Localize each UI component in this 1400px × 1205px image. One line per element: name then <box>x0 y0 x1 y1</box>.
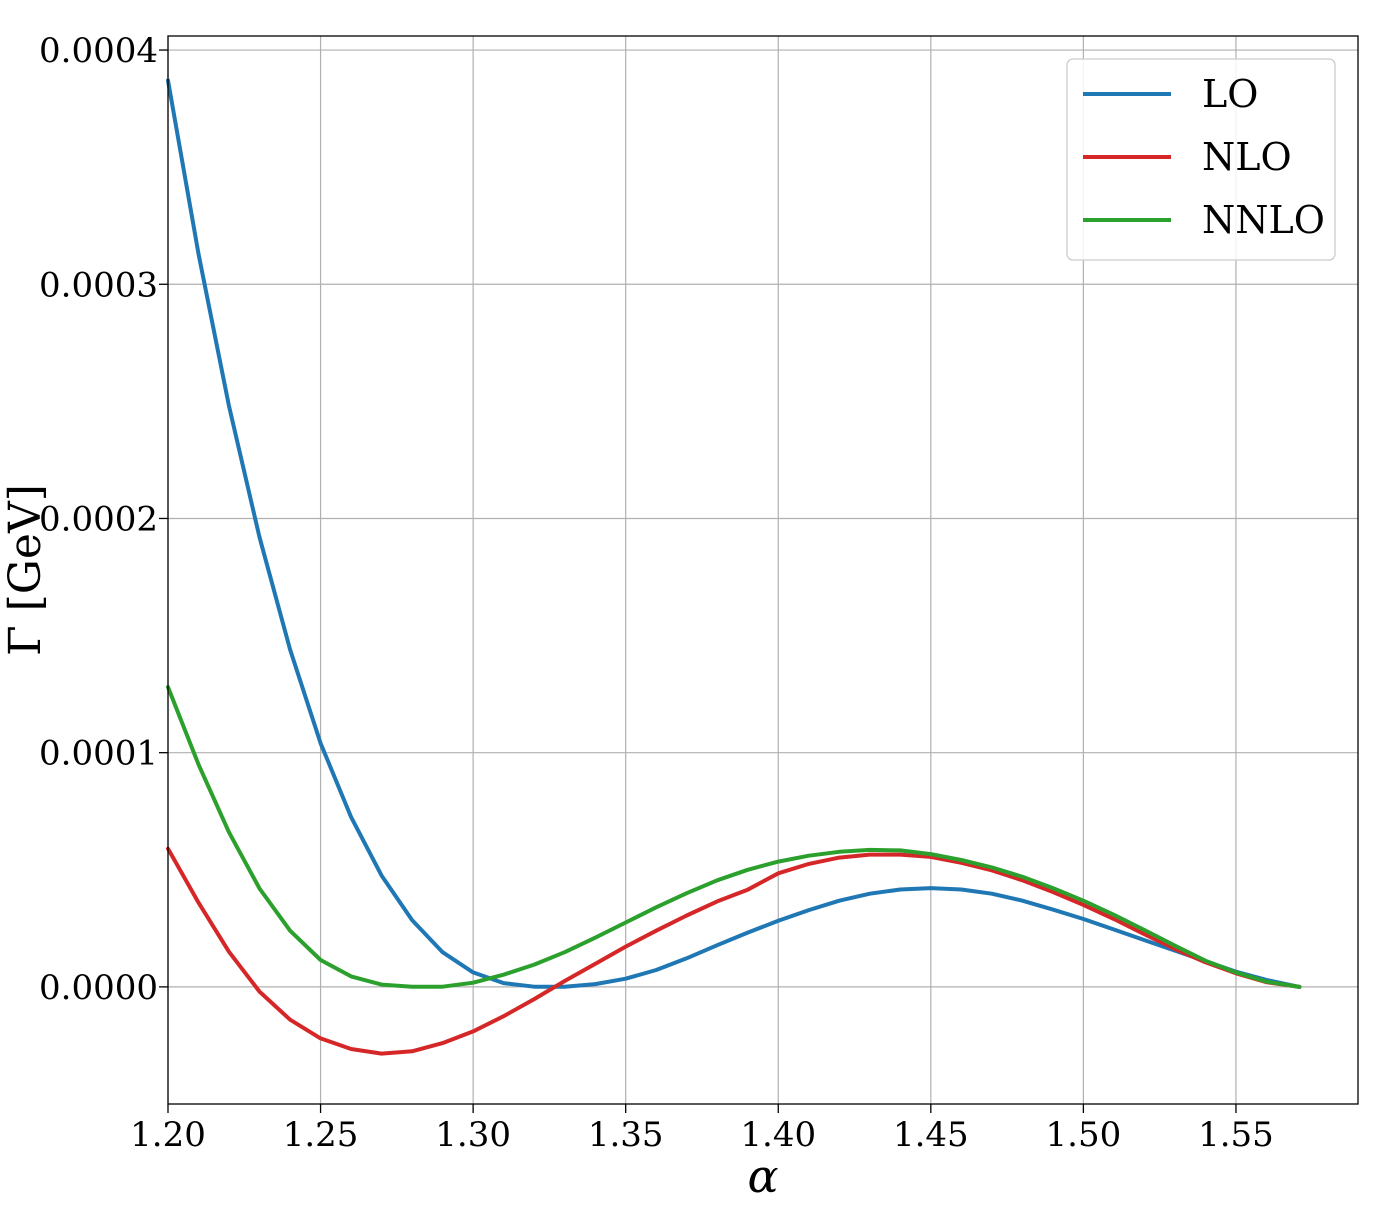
series-lines <box>166 78 1302 1056</box>
y-tick-label: 0.0001 <box>39 734 158 774</box>
legend-box <box>1066 58 1336 261</box>
y-tick-label: 0.0003 <box>39 265 158 305</box>
x-tick-label: 1.55 <box>1198 1115 1274 1155</box>
legend-label-nlo: NLO <box>1202 135 1292 179</box>
legend-label-lo: LO <box>1202 72 1258 116</box>
y-axis-title: Γ [GeV] <box>0 484 51 656</box>
x-tick-label: 1.25 <box>283 1115 359 1155</box>
legend-label-nnlo: NNLO <box>1202 198 1325 242</box>
axis-ticks: 1.20 1.25 1.30 1.35 1.40 1.45 1.50 1.55 0.0000 0.… <box>39 31 1274 1155</box>
y-tick-label: 0.0000 <box>39 968 158 1008</box>
legend: LO NLO NNLO <box>1066 58 1336 261</box>
x-tick-label: 1.30 <box>435 1115 511 1155</box>
series-line-nlo <box>166 846 1302 1056</box>
series-line-nnlo <box>166 685 1302 989</box>
x-tick-label: 1.50 <box>1046 1115 1122 1155</box>
y-tick-label: 0.0002 <box>39 499 158 539</box>
x-axis-title: α <box>747 1149 778 1200</box>
x-tick-label: 1.20 <box>130 1115 206 1155</box>
plot-frame <box>167 35 1359 1105</box>
y-tick-label: 0.0004 <box>39 31 158 71</box>
series-line-lo <box>166 78 1302 989</box>
grid <box>167 36 1358 1104</box>
x-tick-label: 1.35 <box>588 1115 664 1155</box>
x-tick-label: 1.45 <box>893 1115 969 1155</box>
x-tick-label: 1.40 <box>740 1115 816 1155</box>
